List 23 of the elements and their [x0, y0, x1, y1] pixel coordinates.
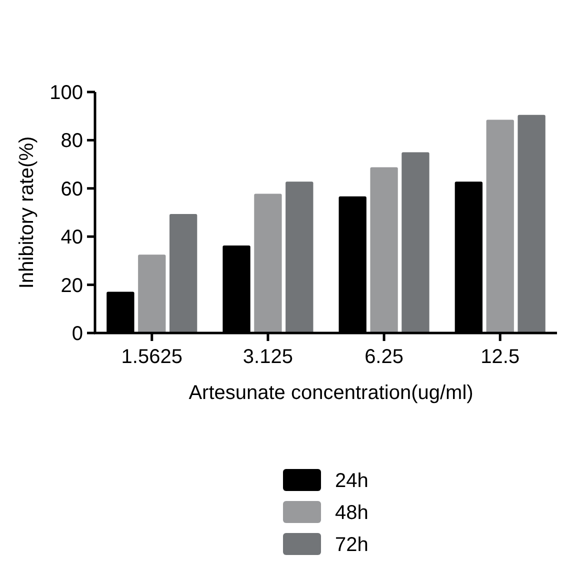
bar [370, 167, 398, 333]
bar [286, 182, 314, 333]
y-tick-label: 20 [60, 274, 83, 297]
x-tick-label: 12.5 [480, 346, 520, 368]
bar [486, 120, 514, 333]
bar [254, 194, 282, 333]
y-tick-label: 0 [72, 323, 83, 345]
x-tick-label: 6.25 [364, 346, 404, 368]
y-axis-title: Inhibitory rate(%) [16, 136, 38, 289]
y-tick-label: 60 [60, 178, 83, 200]
y-tick-label: 100 [50, 82, 83, 104]
bar [402, 152, 430, 333]
bar [138, 254, 166, 333]
x-tick-label: 1.5625 [121, 346, 182, 368]
bar [518, 114, 546, 333]
x-tick-label: 3.125 [242, 346, 293, 368]
y-tick-label: 80 [60, 130, 83, 152]
bar [169, 214, 198, 333]
y-tick-label: 40 [60, 226, 83, 249]
legend-label: 24h [335, 470, 368, 492]
x-axis-title: Artesunate concentration(ug/ml) [188, 382, 474, 404]
legend-label: 72h [335, 534, 368, 556]
legend-label: 48h [335, 502, 368, 524]
